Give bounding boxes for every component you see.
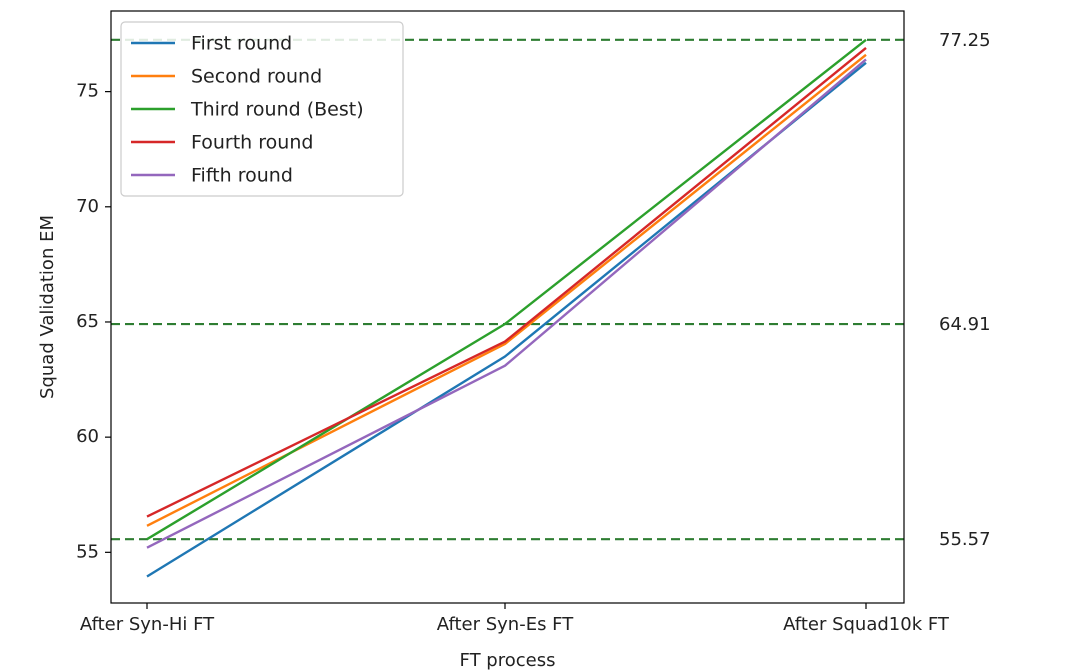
reference-label: 55.57 [939, 529, 991, 550]
legend-label: Fifth round [191, 165, 293, 187]
y-tick-label: 75 [76, 81, 99, 102]
y-axis: 55 60 65 70 75 [76, 81, 111, 562]
reference-labels: 77.25 64.91 55.57 [939, 30, 991, 550]
reference-label: 64.91 [939, 314, 991, 335]
y-tick-label: 55 [76, 541, 99, 562]
plot-frame [110, 10, 905, 604]
legend: First round Second round Third round (Best… [120, 21, 404, 197]
series-line [146, 58, 867, 549]
legend-label: Third round (Best) [190, 99, 364, 121]
series-line [146, 38, 867, 541]
x-tick-label: After Syn-Hi FT [80, 614, 215, 635]
x-axis-title: FT process [460, 650, 556, 670]
legend-label: First round [191, 33, 292, 55]
y-axis-title: Squad Validation EM [37, 215, 58, 399]
series-lines [146, 38, 867, 578]
x-axis: After Syn-Hi FT After Syn-Es FT After Squa… [80, 603, 950, 635]
x-tick-label: After Syn-Es FT [437, 614, 574, 635]
y-tick-label: 60 [76, 426, 99, 447]
y-tick-label: 70 [76, 196, 99, 217]
x-tick-label: After Squad10k FT [783, 614, 950, 635]
legend-box [120, 21, 404, 197]
series-line [146, 53, 867, 527]
series-line [146, 46, 867, 518]
y-tick-label: 65 [76, 311, 99, 332]
legend-label: Second round [191, 66, 322, 88]
reference-label: 77.25 [939, 30, 991, 51]
legend-label: Fourth round [191, 132, 313, 154]
